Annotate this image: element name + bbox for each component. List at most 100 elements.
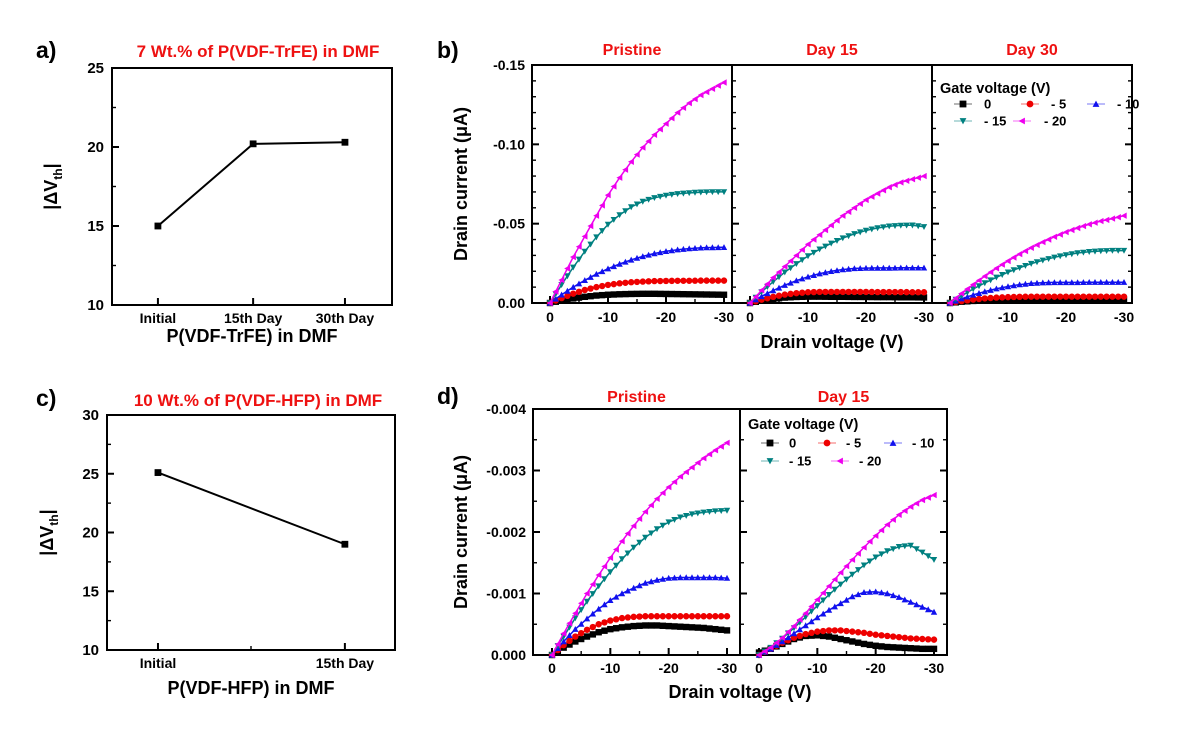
series-marker-gate-- 5 [706,613,713,620]
series-marker-gate-- 10 [651,250,658,257]
series-marker-gate-- 10 [1103,279,1110,285]
series-marker-gate-- 10 [897,264,904,271]
series-marker-gate-0 [691,291,699,298]
series-marker-gate-0 [686,291,693,298]
series-marker-gate-- 20 [779,634,786,641]
series-marker-gate-- 15 [653,526,661,533]
series-marker-gate-- 15 [884,548,891,555]
series-marker-gate-- 20 [715,82,721,89]
y-tick-label: -0.10 [493,136,525,152]
subplot-title: Pristine [607,389,666,406]
panel-b-subplot-0-frame [531,64,733,304]
series-marker-gate-- 20 [677,473,684,480]
series-marker-gate-- 20 [720,79,727,86]
series-marker-gate-- 10 [868,264,875,271]
series-marker-gate-0 [647,622,655,629]
series-marker-gate-- 10 [706,574,713,581]
series-marker-gate-- 15 [651,195,658,201]
series-marker-gate-0 [668,290,675,298]
series-marker-gate-- 15 [907,542,914,549]
series-marker-gate-- 20 [709,85,716,92]
series-marker-gate-- 15 [837,581,844,588]
series-marker-gate-- 5 [920,289,928,296]
legend-title: Gate voltage (V) [940,81,1051,97]
series-marker-gate-- 5 [564,292,571,300]
panel-a-xlabel: P(VDF-TrFE) in DMF [167,326,338,346]
series-marker-gate-- 15 [671,517,678,523]
series-marker-gate-- 15 [920,224,928,230]
series-marker-gate-- 10 [915,264,922,271]
series-marker-gate-- 5 [659,613,667,620]
series-marker-gate-- 10 [558,291,565,298]
series-marker-gate-- 5 [720,277,728,284]
series-marker-gate-- 5 [804,289,812,296]
series-marker-gate-- 15 [1057,253,1064,260]
series-marker-gate-- 15 [799,257,806,264]
series-marker-gate-- 20 [891,181,898,188]
series-marker-gate-- 15 [587,241,594,248]
series-marker-gate-- 10 [628,256,635,263]
series-marker-gate-- 20 [665,483,672,491]
series-marker-gate-- 15 [715,189,722,196]
series-marker-gate-- 20 [1039,238,1046,246]
y-tick-label: 15 [82,583,99,600]
panel-c-label: c) [36,385,56,411]
y-tick-label: -0.002 [486,524,526,540]
series-marker-gate-- 10 [636,582,643,589]
y-tick-label: -0.003 [486,463,526,479]
series-marker-gate-- 15 [601,576,608,583]
series-marker-gate-0 [604,291,612,298]
series-marker-gate-- 5 [903,288,910,296]
series-marker-gate-- 10 [653,576,661,583]
series-marker-gate-- 5 [1051,293,1058,300]
series-marker-gate-- 5 [1097,293,1105,300]
series-marker-gate-- 10 [919,603,926,610]
series-marker-gate-- 20 [548,651,555,659]
x-tick-label: -10 [598,309,618,325]
series-marker-gate-- 10 [595,605,602,612]
x-tick-label: 0 [746,309,754,325]
series-marker-gate-- 5 [694,613,702,620]
series-marker-gate-- 5 [1091,293,1099,300]
series-marker-gate-- 20 [781,263,788,270]
series-marker-gate-- 20 [810,236,817,243]
series-marker-gate-- 20 [622,166,629,173]
series-marker-gate-- 20 [1016,250,1023,258]
series-marker-gate-0 [589,631,597,638]
series-marker-gate-- 20 [746,299,753,307]
series-marker-gate-- 10 [790,630,798,637]
series-marker-gate-0 [880,293,887,301]
series-marker-gate-- 10 [633,254,641,261]
series-marker-gate-0 [630,622,637,630]
series-marker-gate-- 20 [616,174,623,181]
series-marker-gate-0 [612,625,620,632]
series-marker-gate-- 15 [599,228,606,234]
series-marker-gate-- 20 [1028,244,1034,251]
series-marker-gate-0 [822,293,829,300]
series-marker-gate-- 10 [583,615,591,622]
series-marker-gate-0 [874,293,881,301]
series-marker-gate-- 10 [1109,279,1116,285]
series-marker-gate-- 15 [662,192,670,199]
series-marker-gate-- 20 [1120,212,1127,219]
x-tick-label: 0 [546,309,554,325]
series-marker-gate-- 5 [1039,293,1047,300]
series-marker-gate-- 20 [1062,228,1069,236]
series-marker-gate-- 15 [1004,269,1012,276]
series-marker-gate-- 20 [837,569,844,576]
series-marker-gate-- 15 [845,233,852,240]
series-marker-gate-0 [651,290,658,297]
series-marker-gate-- 10 [683,574,690,581]
series-marker-gate-- 15 [814,603,821,609]
series-marker-gate-- 20 [761,648,768,655]
series-marker-gate-- 15 [674,191,681,197]
series-marker-gate-0 [595,629,602,636]
series-marker-gate-0 [703,291,710,298]
series-marker-gate-0 [601,627,608,634]
legend-entry-label: 0 [984,97,991,112]
series-marker-gate-- 10 [1033,279,1041,286]
x-tick-label: -20 [856,309,876,325]
series-marker-gate-- 20 [999,261,1005,268]
series-marker-gate-0 [839,293,846,301]
series-marker-gate-- 20 [564,265,571,272]
